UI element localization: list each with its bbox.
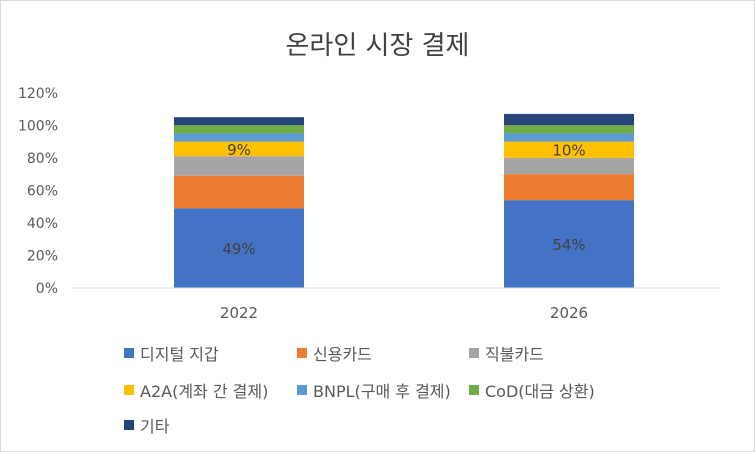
legend-item: 신용카드: [297, 341, 372, 365]
y-tick-label: 0%: [36, 281, 58, 297]
chart-title: 온라인 시장 결제: [285, 31, 470, 61]
legend-label: BNPL(구매 후 결제): [313, 382, 451, 401]
bar-segment: [504, 113, 634, 126]
legend-swatch: [469, 385, 479, 395]
legend-label: 기타: [140, 417, 170, 436]
legend-label: 직불카드: [485, 345, 544, 364]
legend-swatch: [297, 348, 307, 358]
legend-label: 신용카드: [313, 345, 372, 364]
data-label: 54%: [552, 236, 585, 254]
data-label: 10%: [552, 142, 585, 160]
x-tick-label: 2022: [220, 304, 258, 322]
legend-swatch: [124, 348, 134, 358]
y-tick-label: 100%: [18, 118, 58, 134]
bar-segment: [504, 157, 634, 175]
bar-segment: [174, 133, 304, 142]
legend-item: A2A(계좌 간 결제): [124, 378, 268, 402]
legend-item: 디지털 지갑: [124, 341, 219, 365]
legend-swatch: [124, 420, 134, 430]
x-tick-label: 2026: [550, 304, 588, 322]
bar-segment: [174, 125, 304, 134]
y-tick-label: 60%: [27, 183, 58, 199]
bar-segment: [504, 141, 634, 158]
y-tick-label: 20%: [27, 248, 58, 264]
bar-segment: [174, 208, 304, 288]
legend-item: CoD(대금 상환): [469, 378, 595, 402]
legend-item: BNPL(구매 후 결제): [297, 378, 451, 402]
legend-item: 기타: [124, 413, 169, 437]
data-label: 9%: [227, 141, 251, 159]
bar-segment: [504, 200, 634, 288]
y-tick-label: 120%: [18, 86, 58, 102]
data-label: 49%: [222, 240, 255, 258]
legend-swatch: [124, 385, 134, 395]
bar-segment: [504, 174, 634, 201]
bar-segment: [504, 133, 634, 142]
legend-item: 직불카드: [469, 341, 544, 365]
legend-swatch: [297, 385, 307, 395]
bar-segment: [174, 117, 304, 126]
legend-swatch: [469, 348, 479, 358]
bar-segment: [174, 175, 304, 209]
y-tick-label: 40%: [27, 216, 58, 232]
y-tick-label: 80%: [27, 151, 58, 167]
bar-segment: [504, 125, 634, 134]
legend-label: CoD(대금 상환): [485, 382, 595, 401]
bar-segment: [174, 156, 304, 176]
bar-segment: [174, 141, 304, 157]
legend-label: A2A(계좌 간 결제): [140, 382, 269, 401]
legend-label: 디지털 지갑: [140, 345, 219, 364]
